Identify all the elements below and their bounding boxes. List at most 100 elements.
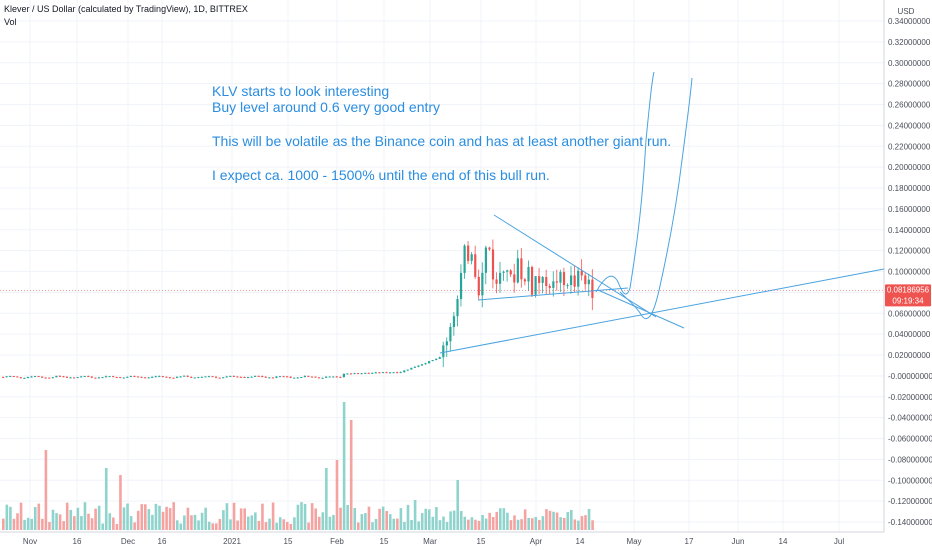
candle-body bbox=[431, 360, 434, 362]
candle-body bbox=[41, 376, 44, 378]
volume-bar bbox=[530, 518, 534, 530]
volume-bar bbox=[94, 508, 97, 530]
volume-bar bbox=[367, 506, 371, 530]
candle-body bbox=[360, 373, 363, 375]
volume-bar bbox=[90, 518, 94, 530]
candle-body bbox=[243, 377, 246, 379]
volume-bar bbox=[335, 460, 339, 530]
price-tick-label: -0.12000000 bbox=[888, 497, 932, 506]
candle-body bbox=[435, 358, 438, 361]
candle-body bbox=[349, 373, 353, 375]
candle-body bbox=[335, 376, 338, 378]
volume-bar bbox=[545, 509, 548, 530]
volume-bar bbox=[506, 512, 509, 530]
candle-body bbox=[424, 363, 427, 365]
candle-body bbox=[509, 270, 512, 275]
price-tick-label: 0.10000000 bbox=[888, 268, 931, 277]
candle-body bbox=[246, 377, 250, 379]
volume-bar bbox=[413, 500, 417, 530]
volume-bar bbox=[523, 509, 527, 530]
candle-body bbox=[158, 376, 161, 378]
volume-bar bbox=[307, 522, 310, 530]
candle-body bbox=[254, 375, 257, 377]
candle-body bbox=[80, 376, 83, 378]
candle-body bbox=[151, 376, 154, 378]
volume-bar bbox=[275, 522, 278, 530]
volume-bar bbox=[211, 523, 215, 530]
candle-body bbox=[51, 377, 54, 379]
candle-body bbox=[5, 376, 8, 378]
candle-body bbox=[268, 377, 271, 379]
candle-body bbox=[587, 279, 590, 285]
volume-bar bbox=[112, 517, 115, 530]
candle-body bbox=[463, 245, 466, 273]
candle-body bbox=[215, 376, 218, 378]
volume-bar bbox=[477, 520, 481, 530]
candle-body bbox=[94, 377, 97, 379]
volume-bar bbox=[80, 516, 83, 530]
candle-body bbox=[552, 281, 555, 288]
volume-bar bbox=[502, 508, 506, 530]
candle-body bbox=[459, 272, 463, 300]
candle-body bbox=[140, 376, 143, 378]
time-tick-label: May bbox=[626, 537, 641, 546]
volume-bar bbox=[580, 516, 584, 530]
candle-body bbox=[570, 275, 573, 286]
volume-bar bbox=[566, 512, 570, 530]
candle-body bbox=[527, 266, 530, 282]
time-tick-label: Jul bbox=[834, 537, 844, 546]
candle-body bbox=[530, 266, 534, 295]
volume-bar bbox=[342, 402, 346, 530]
candle-body bbox=[577, 270, 580, 287]
time-tick-label: 2021 bbox=[223, 537, 241, 546]
candle-body bbox=[126, 376, 129, 378]
volume-bar bbox=[129, 516, 133, 530]
candle-body bbox=[396, 372, 399, 374]
volume-bar bbox=[37, 503, 41, 530]
volume-bar bbox=[51, 509, 55, 530]
volume-bar bbox=[293, 517, 296, 530]
volume-bar bbox=[168, 508, 172, 530]
volume-bar bbox=[555, 512, 559, 530]
candle-body bbox=[104, 376, 108, 378]
candle-body bbox=[488, 247, 491, 250]
volume-bar bbox=[349, 420, 353, 530]
wedge-extension-line bbox=[597, 289, 685, 329]
candle-body bbox=[112, 376, 115, 378]
candle-body bbox=[378, 372, 381, 374]
volume-bar bbox=[317, 516, 321, 530]
candle-body bbox=[108, 376, 111, 378]
price-axis[interactable]: USD 0.34000000 0.32000000 0.30000000 0.2800… bbox=[888, 7, 932, 527]
candle-body bbox=[307, 375, 310, 377]
candle-body bbox=[204, 376, 207, 378]
volume-bar bbox=[538, 519, 541, 530]
candle-series bbox=[2, 239, 594, 379]
candle-body bbox=[367, 372, 370, 374]
volume-bar bbox=[470, 517, 474, 530]
volume-bar bbox=[30, 518, 33, 530]
volume-bar bbox=[357, 522, 360, 530]
time-axis[interactable]: Nov 16 Dec 16 2021 15 Feb 15 Mar 15 Apr 14 May 17 Jun 1… bbox=[23, 537, 844, 546]
candle-body bbox=[23, 377, 26, 379]
candle-body bbox=[119, 377, 122, 379]
candle-body bbox=[417, 365, 420, 367]
volume-bar bbox=[243, 508, 246, 530]
candle-body bbox=[562, 272, 566, 286]
volume-bar bbox=[136, 510, 140, 530]
candle-body bbox=[481, 272, 484, 296]
volume-bar bbox=[559, 517, 562, 530]
candle-body bbox=[506, 270, 509, 272]
time-tick-label: 14 bbox=[576, 537, 585, 546]
candle-body bbox=[374, 372, 377, 374]
volume-bar bbox=[424, 508, 428, 530]
candle-body bbox=[420, 364, 424, 366]
volume-bar bbox=[48, 522, 51, 530]
candle-body bbox=[97, 377, 101, 379]
annotation-line-4: This will be volatile as the Binance coi… bbox=[212, 133, 671, 149]
candle-body bbox=[534, 276, 537, 295]
volume-bar bbox=[9, 506, 12, 530]
candle-body bbox=[300, 377, 303, 379]
candle-body bbox=[73, 377, 76, 379]
volume-bar bbox=[218, 518, 222, 530]
